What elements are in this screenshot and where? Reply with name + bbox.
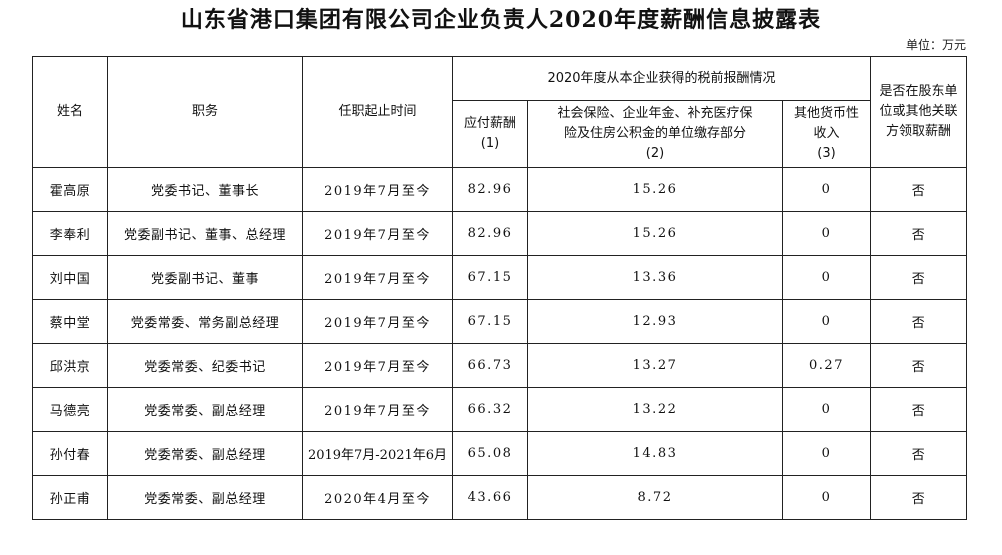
header-row-2: 应付薪酬 (1) 社会保险、企业年金、补充医疗保 险及住房公积金的单位缴存部分 … [33,100,967,168]
cell-position: 党委常委、纪委书记 [107,343,303,388]
cell-position: 党委副书记、董事 [107,255,303,300]
header-related-party: 是否在股东单 位或其他关联 方领取薪酬 [870,56,968,168]
cell-position: 党委常委、常务副总经理 [107,299,303,344]
cell-salary: 67.15 [452,299,528,344]
cell-insurance: 13.36 [527,255,783,300]
cell-term: 2019年7月至今 [302,299,453,344]
table-row: 孙正甫 党委常委、副总经理 2020年4月至今 43.66 8.72 0 否 [32,475,968,520]
header-insurance-line1: 社会保险、企业年金、补充医疗保 [557,106,753,121]
header-name: 姓名 [32,56,108,168]
cell-other-income: 0 [781,255,872,300]
header-position: 职务 [107,56,303,168]
table-row: 蔡中堂 党委常委、常务副总经理 2019年7月至今 67.15 12.93 0 … [32,299,968,344]
header-insurance-line3: (2) [645,146,665,161]
cell-salary: 67.15 [452,255,528,300]
cell-name: 霍高原 [32,167,108,212]
cell-other-income: 0 [781,211,872,256]
header-pretax-group: 2020年度从本企业获得的税前报酬情况 [451,56,872,101]
header-row-1: 姓名 职务 任职起止时间 2020年度从本企业获得的税前报酬情况 是否在股东单 … [32,56,968,168]
page-title: 山东省港口集团有限公司企业负责人2020年度薪酬信息披露表 [180,7,822,33]
cell-name: 孙付春 [32,431,108,476]
cell-insurance: 13.27 [527,343,783,388]
cell-related-party: 否 [870,211,968,256]
cell-insurance: 15.26 [527,211,783,256]
header-other-line1: 其他货币性 [794,106,860,121]
cell-term: 2019年7月至今 [302,343,453,388]
header-related-line2: 位或其他关联 [879,104,958,119]
table-row: 孙付春 党委常委、副总经理 2019年7月-2021年6月 65.08 14.8… [32,431,968,476]
cell-name: 蔡中堂 [32,299,108,344]
table-row: 刘中国 党委副书记、董事 2019年7月至今 67.15 13.36 0 否 [32,255,968,300]
cell-position: 党委常委、副总经理 [107,387,303,432]
cell-term: 2019年7月-2021年6月 [302,431,453,476]
table-row: 马德亮 党委常委、副总经理 2019年7月至今 66.32 13.22 0 否 [32,387,968,432]
cell-salary: 66.73 [452,343,528,388]
table-row: 邱洪京 党委常委、纪委书记 2019年7月至今 66.73 13.27 0.27… [32,343,968,388]
cell-salary: 43.66 [452,475,528,520]
table-row: 李奉利 党委副书记、董事、总经理 2019年7月至今 82.96 15.26 0… [32,211,968,256]
cell-position: 党委常委、副总经理 [107,475,303,520]
cell-related-party: 否 [870,167,968,212]
header-related-line3: 方领取薪酬 [886,124,952,139]
cell-insurance: 8.72 [527,475,783,520]
cell-other-income: 0 [781,299,872,344]
cell-name: 李奉利 [32,211,108,256]
cell-related-party: 否 [870,343,968,388]
cell-term: 2019年7月至今 [302,211,453,256]
cell-other-income: 0 [781,387,872,432]
header-other-line3: (3) [817,146,836,161]
cell-insurance: 12.93 [527,299,783,344]
header-salary: 应付薪酬 (1) [452,100,528,168]
cell-other-income: 0.27 [781,343,872,388]
header-insurance-line2: 险及住房公积金的单位缴存部分 [563,126,746,141]
cell-related-party: 否 [870,475,968,520]
unit-label: 单位：万元 [905,38,966,52]
cell-salary: 82.96 [452,211,528,256]
cell-term: 2019年7月至今 [302,387,453,432]
cell-salary: 82.96 [452,167,528,212]
cell-insurance: 15.26 [527,167,783,212]
cell-related-party: 否 [870,387,968,432]
header-insurance: 社会保险、企业年金、补充医疗保 险及住房公积金的单位缴存部分 (2) [527,100,783,168]
cell-term: 2020年4月至今 [302,475,453,520]
cell-position: 党委书记、董事长 [107,167,303,212]
header-other-line2: 收入 [813,126,840,141]
header-salary-line1: 应付薪酬 [463,116,516,131]
cell-position: 党委副书记、董事、总经理 [107,211,303,256]
cell-insurance: 13.22 [527,387,783,432]
cell-related-party: 否 [870,431,968,476]
cell-name: 孙正甫 [32,475,108,520]
cell-related-party: 否 [870,255,968,300]
salary-table: 姓名 职务 任职起止时间 2020年度从本企业获得的税前报酬情况 是否在股东单 … [32,56,968,520]
header-related-line1: 是否在股东单 [879,84,958,99]
cell-salary: 66.32 [452,387,528,432]
cell-related-party: 否 [870,299,968,344]
cell-other-income: 0 [781,475,872,520]
cell-term: 2019年7月至今 [302,167,453,212]
cell-salary: 65.08 [452,431,528,476]
header-term: 任职起止时间 [302,56,453,168]
table-row: 霍高原 党委书记、董事长 2019年7月至今 82.96 15.26 0 否 [32,167,968,212]
cell-term: 2019年7月至今 [302,255,453,300]
cell-name: 邱洪京 [32,343,108,388]
header-salary-line2: (1) [480,136,500,151]
cell-other-income: 0 [781,167,872,212]
cell-insurance: 14.83 [527,431,783,476]
header-other-income: 其他货币性 收入 (3) [781,100,872,168]
cell-name: 刘中国 [32,255,108,300]
cell-other-income: 0 [781,431,872,476]
cell-position: 党委常委、副总经理 [107,431,303,476]
cell-name: 马德亮 [32,387,108,432]
